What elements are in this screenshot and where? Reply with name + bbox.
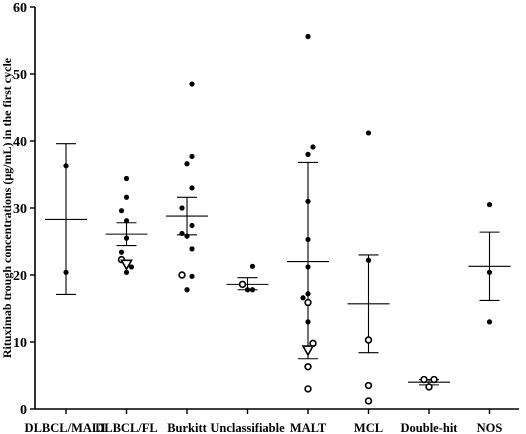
data-point: [300, 295, 306, 301]
data-point: [189, 246, 195, 252]
data-point: [63, 269, 69, 275]
x-tick-label: MALT: [290, 421, 327, 434]
data-point-open: [425, 383, 433, 391]
x-tick-label: NOS: [477, 421, 503, 434]
data-point: [189, 153, 195, 160]
data-group: [226, 263, 269, 293]
data-point: [179, 205, 185, 211]
data-point: [365, 257, 372, 263]
data-point-open: [420, 375, 428, 384]
data-point-open: [238, 280, 247, 289]
data-point: [189, 185, 195, 191]
x-tick-label: Burkitt: [167, 421, 207, 434]
data-group: [408, 375, 450, 391]
data-groups: [45, 33, 511, 405]
y-tick-label: 50: [13, 68, 27, 83]
y-tick-label: 20: [13, 269, 27, 284]
data-point-open: [304, 363, 312, 371]
x-tick-label: Unclassifiable: [210, 421, 285, 434]
y-tick-label: 60: [13, 1, 27, 16]
data-group: [468, 202, 511, 325]
data-group: [105, 175, 148, 275]
data-point-open: [364, 381, 373, 390]
data-point: [365, 130, 372, 136]
y-tick-label: 30: [13, 202, 27, 217]
data-point: [179, 230, 185, 237]
data-point: [118, 249, 125, 255]
data-point: [486, 269, 493, 275]
data-point: [189, 81, 195, 87]
data-point: [486, 202, 493, 208]
data-point: [305, 151, 311, 157]
data-point: [305, 236, 311, 243]
data-point: [249, 263, 256, 269]
y-tick-label: 10: [13, 336, 27, 351]
data-point-triangle: [301, 345, 315, 357]
data-point: [189, 222, 195, 229]
data-point: [123, 269, 130, 275]
data-point: [118, 208, 125, 214]
data-point: [63, 163, 69, 169]
data-point-open: [364, 397, 373, 405]
data-group: [287, 33, 329, 393]
data-point-open: [430, 375, 438, 384]
data-point-open: [304, 385, 312, 393]
y-tick-label: 0: [20, 403, 27, 418]
data-point: [123, 194, 130, 200]
data-group: [347, 130, 390, 405]
data-point: [305, 319, 311, 325]
y-tick-label: 40: [13, 135, 27, 150]
data-point: [184, 287, 190, 293]
x-tick-label: MCL: [354, 421, 383, 434]
data-point: [123, 235, 130, 241]
data-group: [45, 143, 87, 295]
y-axis-title: Rituximab trough concentrations (μg/mL) …: [0, 57, 14, 358]
data-point: [123, 175, 130, 182]
data-group: [166, 81, 208, 293]
x-tick-label: DLBCL/MALT: [25, 421, 109, 434]
data-point: [305, 291, 311, 297]
y-axis-title-group: Rituximab trough concentrations (μg/mL) …: [0, 57, 14, 358]
data-point: [123, 218, 130, 224]
data-point: [128, 264, 135, 270]
x-tick-label: Double-hit: [401, 421, 459, 434]
data-point: [310, 144, 316, 150]
data-point-triangle: [120, 259, 133, 271]
data-point: [184, 161, 190, 167]
data-point: [305, 198, 311, 204]
x-tick-label: DLBCL/FL: [95, 421, 158, 434]
data-point: [486, 319, 493, 325]
data-point-open: [364, 336, 373, 344]
data-point: [305, 33, 311, 40]
data-point: [249, 287, 256, 293]
data-point: [305, 264, 311, 270]
y-ticks: 0 10 20 30 40 50 60: [13, 1, 35, 418]
data-point-open: [304, 298, 312, 307]
data-point-open: [178, 271, 186, 279]
data-point: [244, 287, 251, 293]
data-point: [189, 273, 195, 279]
data-point: [184, 233, 190, 239]
